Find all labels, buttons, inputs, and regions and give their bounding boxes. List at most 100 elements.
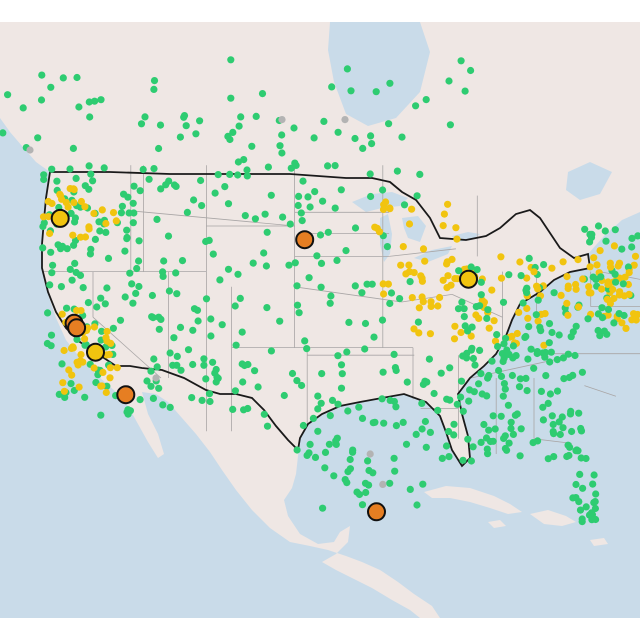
station-dot[interactable] [190,305,199,313]
station-dot[interactable] [607,263,615,271]
station-dot[interactable] [66,165,74,173]
station-dot[interactable] [476,346,484,354]
station-dot[interactable] [453,400,461,408]
station-dot[interactable] [243,172,251,180]
station-dot[interactable] [293,282,301,290]
station-dot[interactable] [625,290,633,298]
station-dot[interactable] [419,480,427,488]
station-dot[interactable] [73,306,81,315]
station-dot[interactable] [553,356,561,364]
station-dot[interactable] [417,272,425,280]
station-dot[interactable] [103,327,111,336]
station-dot[interactable] [368,280,376,288]
station-dot[interactable] [371,223,379,231]
station-dot[interactable] [537,327,545,335]
station-dot[interactable] [309,414,317,422]
station-dot[interactable] [592,515,600,524]
station-dot[interactable] [483,392,491,400]
station-dot[interactable] [477,278,485,286]
station-dot[interactable] [576,470,584,478]
station-dot[interactable] [39,244,47,252]
station-dot[interactable] [450,335,459,343]
station-dot[interactable] [414,318,422,326]
station-dot[interactable] [434,302,442,310]
station-dot[interactable] [338,370,346,378]
station-dot[interactable] [563,299,571,307]
station-dot[interactable] [295,309,303,317]
station-dot[interactable] [619,280,627,288]
station-dot[interactable] [197,176,205,185]
station-dot[interactable] [366,450,374,458]
station-dot[interactable] [591,504,600,513]
station-dot[interactable] [596,332,604,340]
station-dot[interactable] [102,219,110,228]
station-dot[interactable] [121,293,129,301]
station-dot[interactable] [540,341,548,349]
station-dot[interactable] [235,122,243,130]
station-dot[interactable] [343,348,351,356]
station-dot[interactable] [48,269,56,277]
station-dot[interactable] [224,200,233,208]
station-dot[interactable] [463,354,471,362]
station-dot[interactable] [90,364,98,372]
station-dot[interactable] [99,368,107,376]
station-dot[interactable] [508,332,516,340]
station-dot[interactable] [365,466,373,475]
station-dot[interactable] [334,400,342,408]
station-dot[interactable] [418,425,426,433]
station-dot[interactable] [572,285,580,293]
station-dot[interactable] [557,291,565,299]
station-dot[interactable] [517,425,525,433]
station-dot[interactable] [239,378,247,386]
station-dot[interactable] [598,314,607,322]
station-dot[interactable] [337,384,346,392]
station-dot[interactable] [555,331,563,339]
station-dot[interactable] [229,128,237,136]
station-dot[interactable] [188,394,196,402]
station-dot[interactable] [564,282,572,290]
station-dot[interactable] [426,428,434,436]
station-dot[interactable] [229,405,237,413]
station-dot[interactable] [150,165,158,173]
station-dot[interactable] [135,282,143,291]
station-dot[interactable] [73,358,81,366]
station-dot[interactable] [262,262,270,270]
station-dot[interactable] [155,384,163,392]
station-dot[interactable] [44,197,52,206]
station-dot[interactable] [4,91,12,99]
station-dot[interactable] [159,401,167,409]
station-dot[interactable] [379,205,388,213]
station-dot[interactable] [93,303,101,311]
station-dot[interactable] [71,218,79,226]
station-dot[interactable] [444,272,452,280]
station-dot[interactable] [423,378,431,386]
station-dot[interactable] [560,375,568,383]
station-dot[interactable] [467,457,475,465]
station-dot[interactable] [211,189,219,197]
station-dot[interactable] [362,488,370,497]
station-dot[interactable] [586,263,594,271]
station-dot[interactable] [539,403,547,411]
station-dot[interactable] [326,412,334,420]
station-dot[interactable] [324,162,332,170]
station-dot[interactable] [379,186,387,194]
station-dot[interactable] [484,450,492,458]
station-dot[interactable] [85,162,93,170]
station-dot[interactable] [604,280,612,288]
station-dot[interactable] [19,104,27,112]
station-dot[interactable] [331,204,339,212]
station-dot[interactable] [455,267,463,275]
station-dot[interactable] [443,260,451,268]
station-dot[interactable] [530,268,538,276]
station-dot[interactable] [58,195,66,203]
station-dot[interactable] [100,164,108,172]
station-dot[interactable] [316,231,325,239]
station-dot[interactable] [344,468,352,476]
station-dot[interactable] [68,276,76,284]
station-dot[interactable] [306,203,314,211]
station-dot[interactable] [615,310,623,318]
station-dot[interactable] [337,361,346,369]
station-dot[interactable] [304,193,312,201]
station-dot[interactable] [578,518,586,526]
station-dot[interactable] [548,412,556,420]
